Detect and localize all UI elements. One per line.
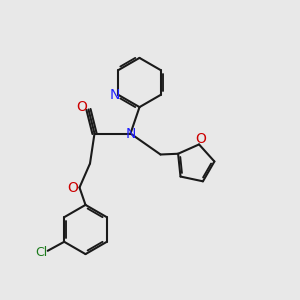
Text: O: O xyxy=(68,181,78,194)
Text: O: O xyxy=(195,132,206,146)
Text: N: N xyxy=(110,88,120,102)
Text: O: O xyxy=(76,100,87,113)
Text: Cl: Cl xyxy=(36,246,48,259)
Text: N: N xyxy=(125,127,136,140)
